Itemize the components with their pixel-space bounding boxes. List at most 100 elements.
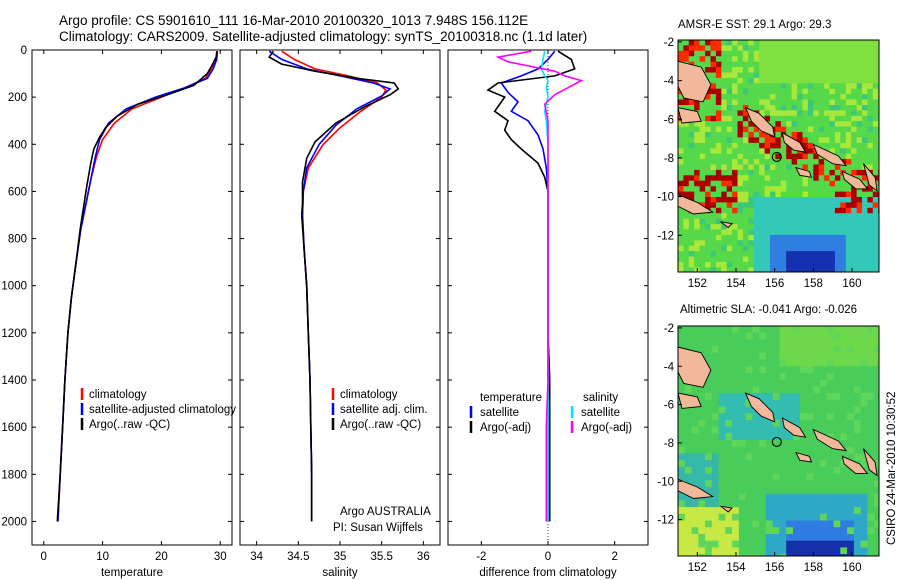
map-cell: [715, 169, 722, 176]
map-cell: [847, 466, 855, 475]
map-cell: [813, 110, 820, 117]
map-cell: [742, 256, 749, 263]
map-cell: [683, 180, 690, 187]
map-cell: [818, 159, 825, 166]
map-cell: [759, 224, 766, 231]
map-cell: [840, 50, 847, 57]
map-cell: [711, 273, 717, 279]
map-cell: [813, 406, 821, 414]
map-cell: [818, 180, 825, 187]
map-cell: [824, 56, 831, 63]
map-cell: [725, 393, 733, 401]
x-tick-label: -2: [476, 551, 486, 563]
map-cell: [847, 346, 855, 354]
x-tick-label: 10: [96, 551, 109, 563]
map-cell: [694, 153, 701, 160]
map-cell: [765, 500, 774, 508]
map-cell: [860, 406, 868, 414]
map-cell: [759, 83, 766, 90]
map-cell: [759, 197, 766, 203]
map-cell: [721, 105, 728, 111]
map-cell: [872, 229, 879, 236]
map-cell: [764, 83, 771, 90]
map-cell: [715, 256, 722, 263]
map-cell: [791, 251, 798, 258]
map-cell: [726, 218, 733, 225]
map-cell: [732, 386, 740, 394]
map-cell: [764, 77, 771, 84]
map-cell: [840, 267, 847, 272]
map-cell: [851, 56, 858, 63]
map-cell: [678, 251, 684, 258]
map-cell: [772, 406, 781, 414]
map-cell: [705, 346, 713, 354]
map-cell: [845, 229, 852, 236]
map-cell: [764, 251, 771, 258]
map-cell: [718, 332, 726, 340]
map-cell: [853, 487, 862, 495]
map-cell: [764, 142, 771, 149]
map-cell: [840, 406, 848, 414]
map-cell: [779, 399, 787, 408]
map-cell: [820, 540, 828, 548]
map-cell: [847, 366, 855, 374]
map-cell: [725, 487, 733, 495]
map-cell: [802, 132, 809, 138]
map-cell: [840, 326, 848, 334]
map-cell: [867, 99, 874, 106]
map-cell: [705, 487, 713, 495]
map-cell: [867, 105, 874, 111]
map-cell: [786, 159, 793, 166]
map-cell: [786, 148, 793, 155]
map-cell: [840, 99, 847, 106]
y-tick-label: 200: [8, 92, 27, 104]
map-cell: [742, 245, 749, 252]
map-cell: [683, 213, 690, 220]
map-cell: [799, 500, 808, 508]
map-cell: [726, 186, 733, 193]
map-cell: [826, 520, 835, 528]
map-cell: [753, 261, 760, 268]
map-cell: [759, 339, 767, 347]
map-cell: [678, 453, 686, 461]
map-cell: [694, 50, 701, 57]
map-cell: [759, 191, 766, 198]
map-cell: [779, 406, 787, 414]
map-cell: [718, 480, 726, 488]
map-cell: [840, 229, 847, 236]
map-cell: [705, 332, 713, 340]
map-cell: [840, 67, 847, 74]
map-cell: [678, 240, 684, 247]
map-cell: [856, 77, 863, 84]
map-cell: [802, 50, 809, 57]
map-cell: [759, 332, 767, 340]
map-cell: [824, 50, 831, 57]
map-cell: [684, 473, 693, 481]
map-cell: [799, 446, 808, 454]
map-cell: [851, 267, 858, 272]
map-cell: [721, 94, 728, 101]
map-cell: [715, 245, 722, 252]
map-cell: [753, 240, 760, 247]
map-cell: [834, 251, 841, 258]
map-cell: [867, 500, 875, 508]
map-cell: [786, 373, 794, 381]
map-cell: [862, 207, 868, 214]
map-cell: [833, 473, 841, 481]
map-cell: [780, 159, 787, 166]
map-cell: [847, 413, 855, 421]
map-cell: [786, 153, 793, 160]
map-cell: [847, 554, 855, 556]
map-cell: [711, 373, 720, 381]
map-cell: [791, 202, 798, 209]
map-cell: [867, 94, 874, 101]
map-cell: [874, 473, 879, 481]
map-cell: [737, 245, 744, 252]
map-cell: [786, 500, 794, 508]
map-cell: [691, 473, 699, 481]
map-cell: [779, 359, 787, 367]
map-cell: [820, 386, 828, 394]
map-cell: [753, 45, 760, 52]
map-cell: [705, 440, 713, 448]
map-cell: [853, 513, 862, 522]
